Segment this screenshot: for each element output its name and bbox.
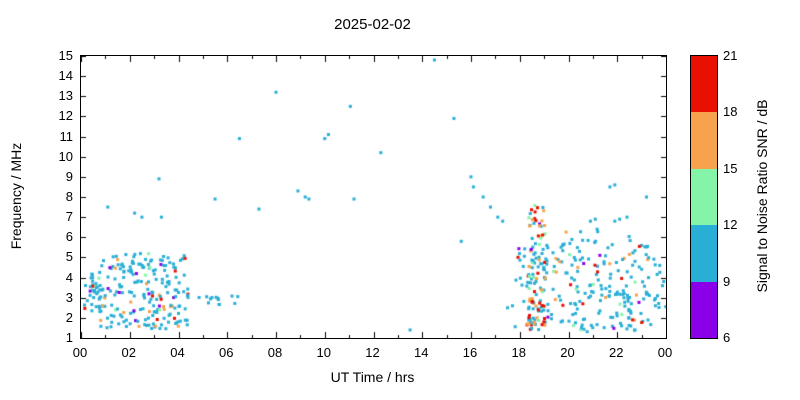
x-tick-label: 10: [316, 345, 331, 360]
y-tick-label: 13: [58, 88, 73, 104]
colorbar-tick-label: 21: [723, 48, 738, 63]
colorbar: [690, 55, 718, 339]
colorbar-segment: [691, 225, 717, 282]
x-tick-label: 14: [414, 345, 429, 360]
colorbar-tick-label: 15: [723, 160, 738, 176]
x-tick-label: 20: [560, 345, 575, 360]
colorbar-axis-label: Signal to Noise Ratio SNR / dB: [754, 99, 770, 293]
y-tick-label: 1: [65, 330, 73, 345]
y-tick-label: 12: [58, 108, 73, 124]
chart-title: 2025-02-02: [334, 16, 411, 33]
x-tick-label: 06: [219, 345, 234, 360]
scatter-canvas: [81, 56, 666, 338]
y-tick-label: 10: [58, 148, 73, 164]
colorbar-segment: [691, 112, 717, 169]
y-tick-label: 6: [65, 229, 73, 245]
x-tick-label: 08: [267, 345, 283, 360]
x-tick-label: 02: [121, 345, 136, 360]
y-tick-label: 15: [58, 48, 73, 63]
x-axis-label: UT Time / hrs: [330, 369, 415, 385]
y-tick-label: 8: [65, 189, 73, 204]
y-tick-label: 3: [65, 289, 73, 305]
colorbar-segment: [691, 56, 717, 113]
y-tick-label: 14: [58, 68, 73, 84]
y-axis-label: Frequency / MHz: [8, 142, 24, 250]
y-tick-label: 11: [59, 128, 74, 144]
x-tick-label: 00: [657, 345, 673, 360]
y-tick-label: 7: [65, 209, 73, 225]
colorbar-tick-label: 12: [723, 217, 738, 233]
y-tick-label: 4: [65, 269, 73, 285]
x-tick-label: 22: [609, 345, 624, 360]
plot-area: [80, 55, 667, 339]
y-tick-label: 5: [65, 249, 73, 265]
colorbar-tick-label: 9: [723, 273, 731, 289]
colorbar-tick-label: 6: [723, 330, 731, 345]
y-tick-label: 9: [65, 168, 73, 184]
colorbar-tick-label: 18: [723, 104, 738, 120]
x-tick-label: 04: [170, 345, 185, 360]
x-tick-label: 16: [462, 345, 478, 360]
colorbar-segment: [691, 168, 717, 226]
x-tick-label: 18: [511, 345, 526, 360]
x-tick-label: 12: [365, 345, 380, 360]
y-tick-label: 2: [65, 309, 73, 325]
colorbar-segment: [691, 281, 717, 338]
x-tick-label: 00: [72, 345, 88, 360]
